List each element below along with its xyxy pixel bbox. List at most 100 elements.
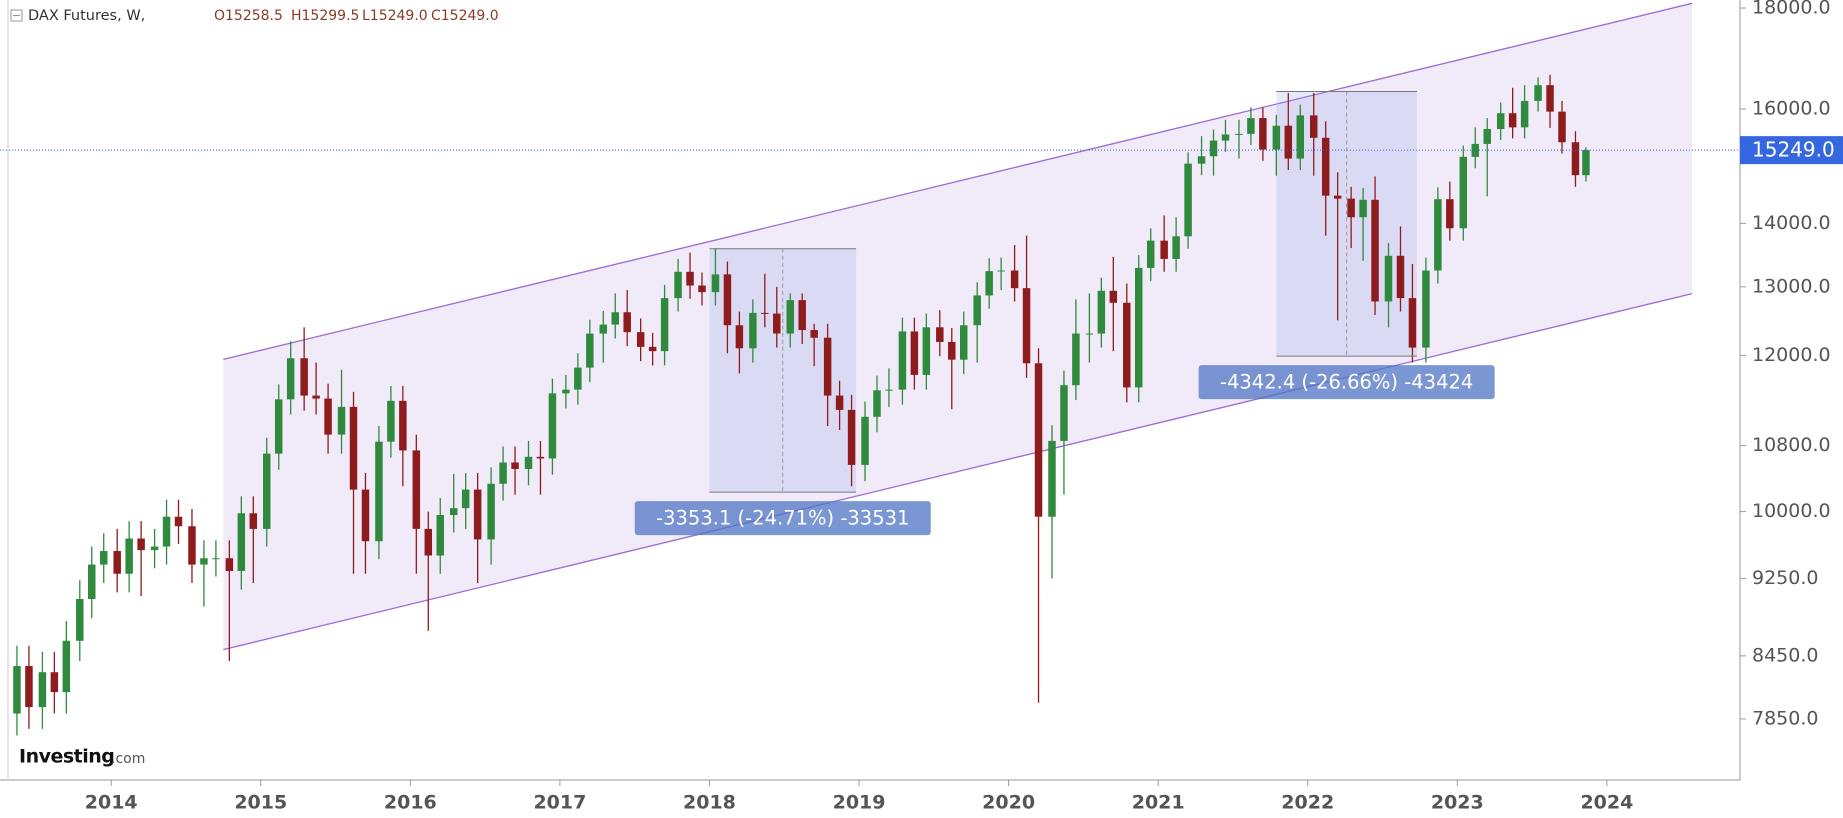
candle-body: [1247, 118, 1255, 134]
collapse-icon[interactable]: [10, 9, 23, 22]
candle-body: [399, 400, 407, 451]
last-price-box: [1740, 136, 1843, 165]
x-tick-label: 2014: [85, 792, 138, 814]
candle-body: [324, 398, 332, 435]
candle-body: [337, 406, 346, 435]
candle-body: [212, 558, 220, 560]
candle-body: [424, 528, 433, 556]
candle-body: [38, 672, 47, 708]
candle-body: [997, 270, 1005, 272]
last-price-label: 15249.0: [1752, 138, 1835, 162]
candle-body: [50, 672, 59, 693]
y-tick-label: 13000.0: [1752, 275, 1831, 297]
candle-body: [449, 508, 458, 516]
marks-layer: [13, 74, 1590, 736]
candle-body: [960, 325, 968, 360]
candle-body: [648, 346, 657, 352]
candle-body: [113, 551, 121, 574]
candle-body: [1520, 100, 1529, 128]
candle-body: [62, 640, 71, 693]
y-tick-label: 12000.0: [1752, 344, 1831, 366]
candle-body: [1022, 288, 1031, 364]
candle-body: [898, 331, 907, 390]
candle-body: [99, 551, 108, 565]
measure-label-box: [634, 501, 931, 536]
candle-body: [461, 489, 470, 509]
y-tick-label: 8450.0: [1752, 644, 1818, 666]
candle-body: [1146, 240, 1155, 268]
candle-body: [436, 515, 444, 556]
x-tick-label: 2021: [1132, 792, 1185, 814]
candle-body: [249, 513, 258, 529]
candle-body: [312, 395, 320, 399]
candle-body: [936, 327, 944, 342]
x-tick-label: 2018: [683, 792, 736, 814]
candle-body: [1582, 150, 1590, 176]
candle-body: [1209, 140, 1218, 157]
candle-body: [1296, 115, 1305, 159]
candle-body: [698, 285, 706, 293]
candle-body: [174, 516, 183, 527]
ohlc-open: O15258.5: [214, 8, 283, 24]
y-tick-label: 18000.0: [1752, 0, 1831, 19]
candle-body: [636, 332, 645, 347]
candle-body: [586, 333, 594, 368]
x-tick-label: 2015: [234, 792, 287, 814]
candle-body: [985, 271, 993, 296]
x-tick-label: 2020: [982, 792, 1035, 814]
y-tick-label: 9250.0: [1752, 567, 1818, 589]
candle-body: [25, 666, 33, 708]
logo-suffix: .com: [111, 751, 145, 767]
y-tick-label: 10000.0: [1752, 500, 1831, 522]
candle-body: [1197, 156, 1206, 164]
candle-body: [1048, 440, 1056, 517]
candle-body: [674, 271, 682, 299]
candle-body: [137, 538, 145, 551]
candle-body: [1508, 113, 1517, 128]
x-tick-label: 2022: [1281, 792, 1334, 814]
candle-body: [599, 324, 608, 334]
candle-body: [524, 456, 533, 469]
candle-body: [1396, 255, 1405, 299]
candle-body: [1483, 128, 1491, 144]
logo: Investing: [19, 746, 114, 768]
candle-body: [1221, 134, 1230, 141]
channel-line: [223, 2, 1693, 360]
ohlc-low: L15249.0: [362, 8, 428, 24]
candle-body: [1060, 385, 1068, 441]
candle-body: [548, 393, 557, 459]
candle-body: [835, 395, 844, 410]
candle-body: [847, 409, 856, 465]
candle-body: [749, 312, 757, 349]
candle-body: [1123, 302, 1131, 388]
candle-body: [499, 462, 507, 484]
candle-body: [511, 462, 519, 469]
candle-body: [1371, 199, 1379, 302]
candle-body: [1235, 133, 1243, 135]
candle-body: [686, 271, 694, 286]
y-tick-label: 14000.0: [1752, 212, 1831, 234]
candle-body: [487, 483, 495, 540]
candle-body: [1085, 333, 1094, 335]
x-tick-label: 2023: [1431, 792, 1484, 814]
candle-body: [1272, 125, 1281, 150]
x-tick-label: 2017: [533, 792, 586, 814]
candle-body: [162, 516, 171, 547]
candle-body: [412, 450, 421, 529]
candle-body: [1558, 111, 1566, 143]
y-tick-label: 16000.0: [1752, 97, 1831, 119]
candle-body: [76, 598, 84, 641]
candle-body: [225, 558, 234, 571]
candle-body: [623, 312, 631, 333]
measure-label: -3353.1 (-24.71%) -33531: [656, 507, 909, 530]
ohlc-close: C15249.0: [431, 8, 499, 24]
candle-body: [1408, 298, 1417, 348]
candle-body: [1172, 236, 1180, 259]
candle-body: [1471, 143, 1480, 157]
candle-body: [1571, 142, 1580, 176]
symbol-title: DAX Futures, W,: [28, 8, 145, 24]
y-tick-label: 7850.0: [1752, 707, 1818, 729]
candle-body: [1333, 195, 1342, 199]
